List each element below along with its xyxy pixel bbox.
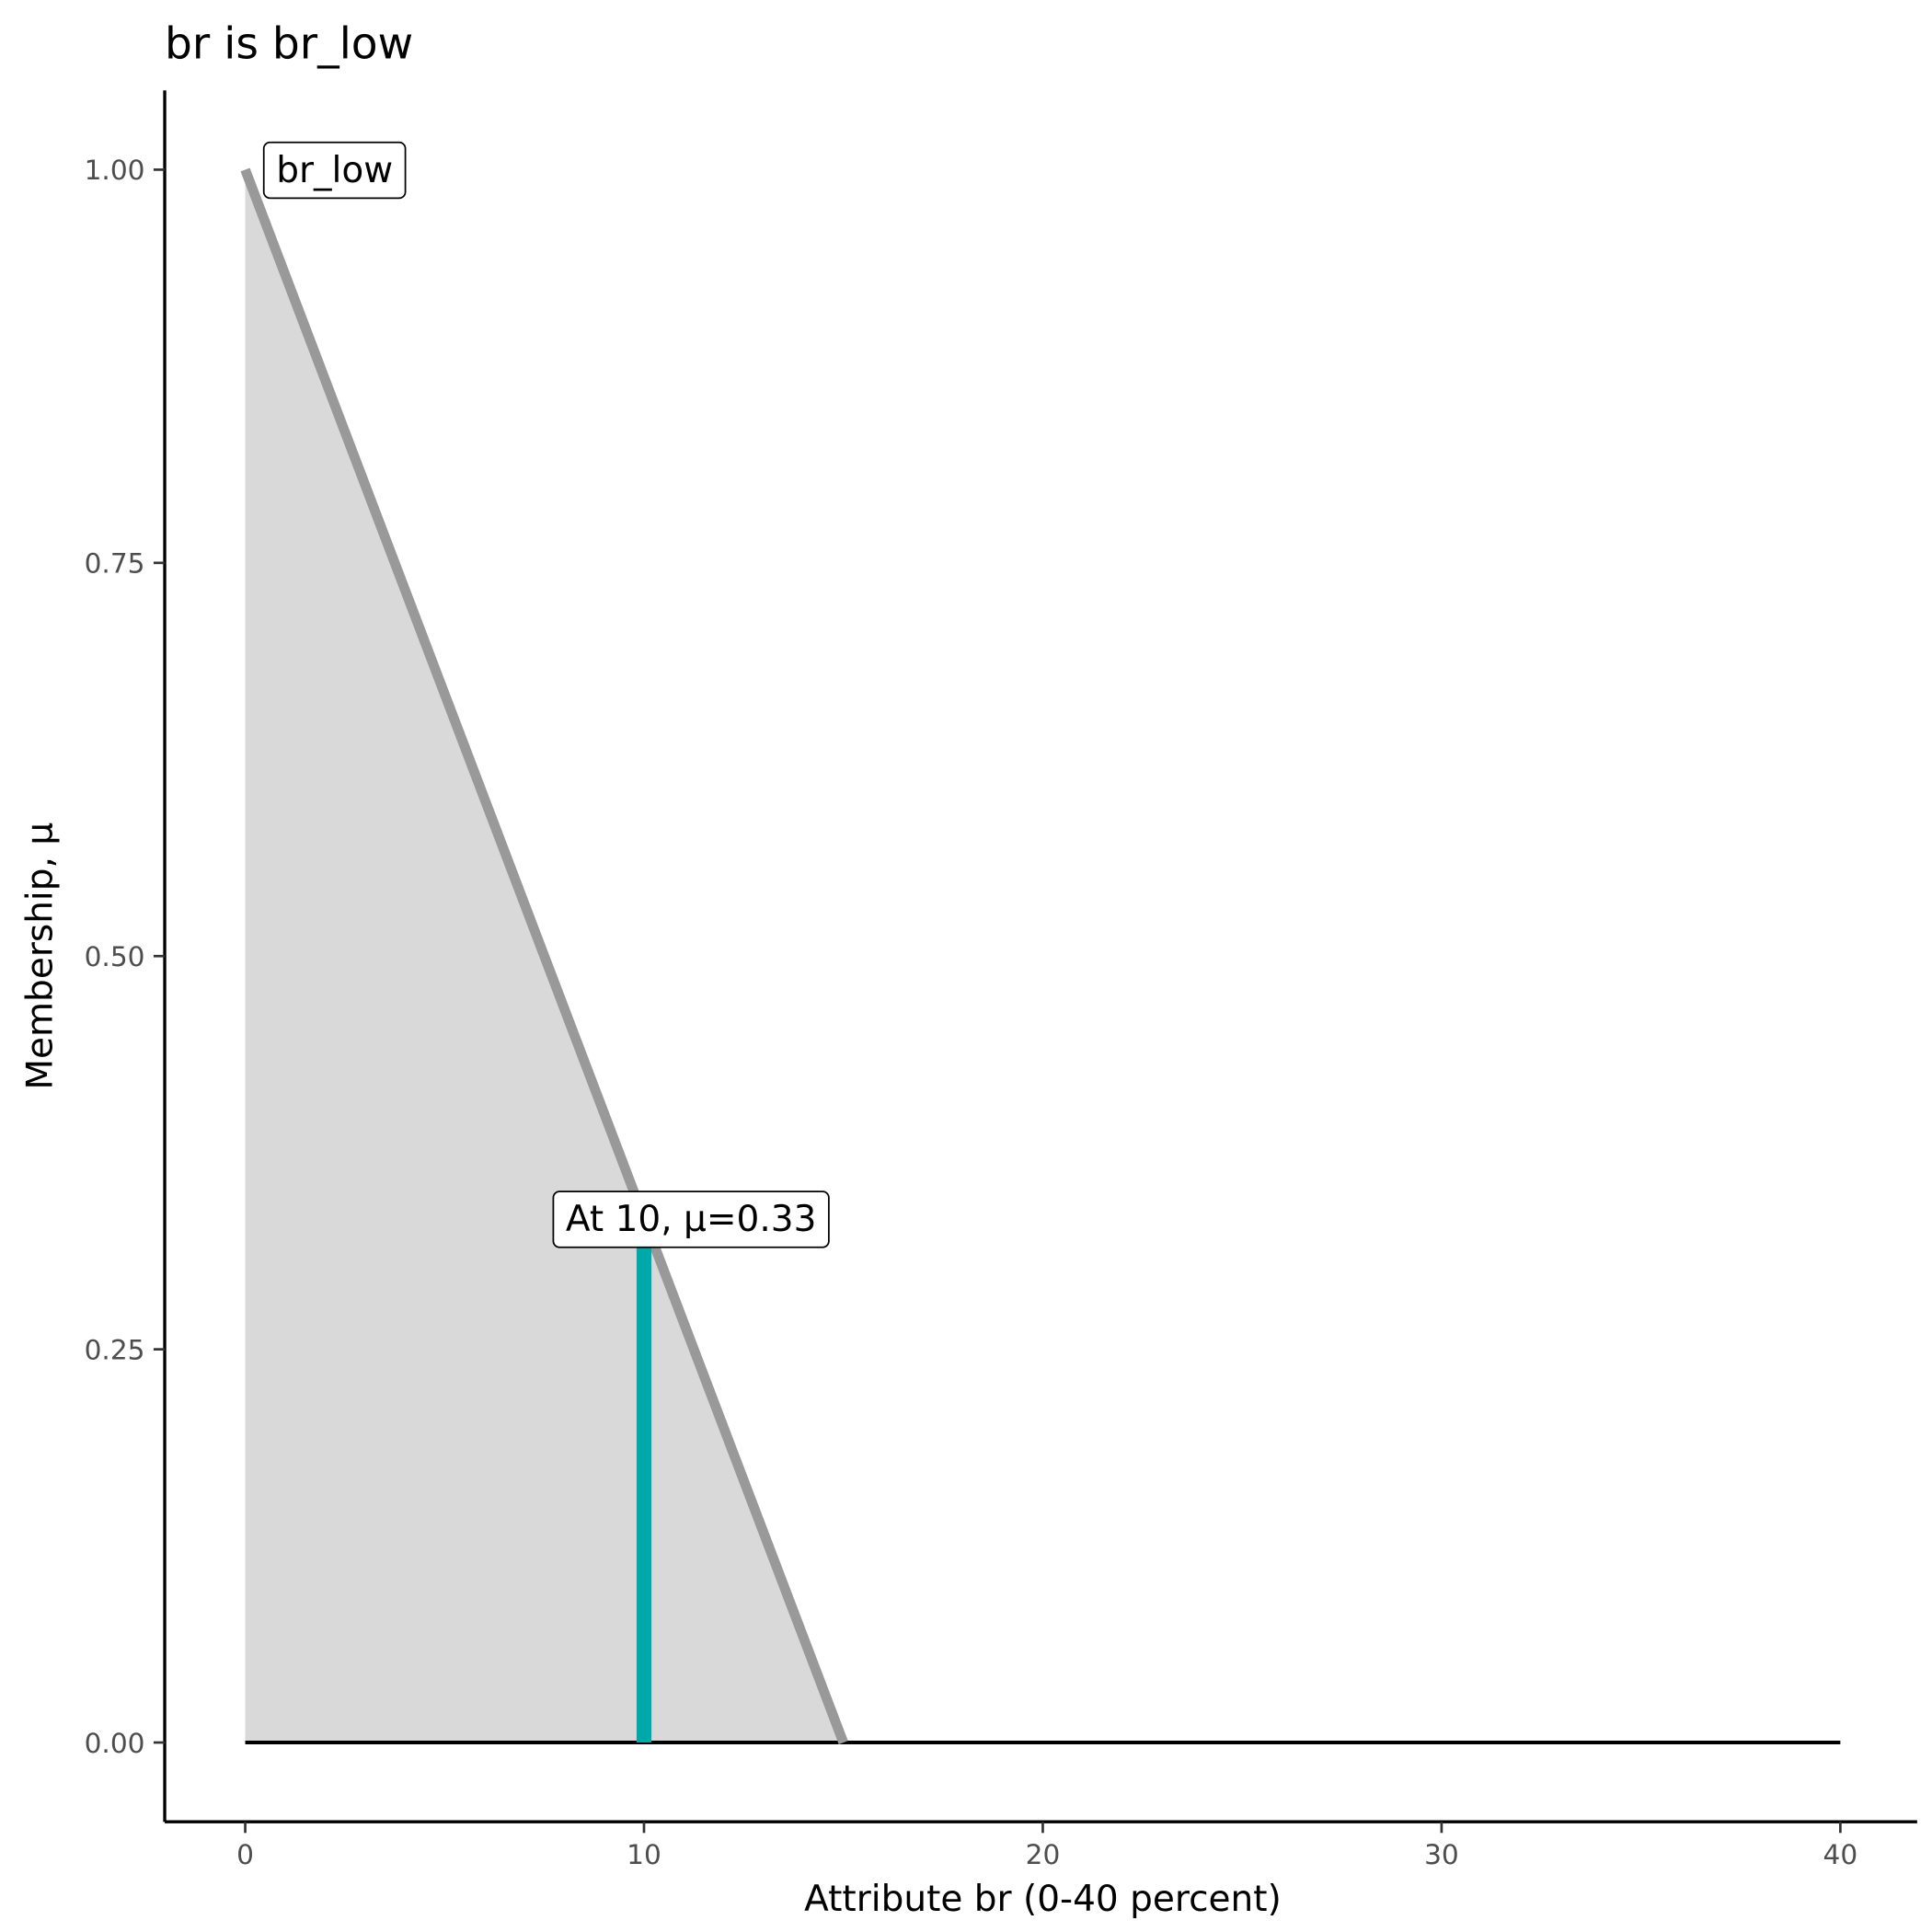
membership-area [245, 169, 1841, 1743]
evaluation-label-text: At 10, μ=0.33 [566, 1199, 817, 1240]
x-tick-label: 40 [1823, 1839, 1858, 1870]
plot-area: br_low At 10, μ=0.33 [240, 141, 1841, 1745]
y-tick-label: 0.25 [85, 1334, 145, 1365]
x-tick-label: 30 [1424, 1839, 1459, 1870]
y-tick-label: 1.00 [85, 155, 145, 186]
membership-label-box [262, 141, 407, 200]
x-tick-label: 0 [236, 1839, 254, 1870]
y-tick-label: 0.75 [85, 548, 145, 580]
membership-line [240, 167, 848, 1744]
membership-label-text: br_low [276, 150, 393, 191]
x-axis-title: Attribute br (0-40 percent) [804, 1879, 1282, 1920]
y-axis-title: Membership, μ [20, 822, 62, 1090]
chart-title: br is br_low [165, 18, 413, 69]
membership-label: br_low [262, 141, 407, 200]
x-tick-label: 10 [627, 1839, 661, 1870]
axes: 0 10 20 30 40 0.00 0.25 0.50 0.75 1.00 [85, 90, 1917, 1870]
y-tick-label: 0.50 [85, 941, 145, 972]
y-tick-label: 0.00 [85, 1728, 145, 1759]
evaluation-label: At 10, μ=0.33 [552, 1190, 830, 1248]
x-tick-label: 20 [1026, 1839, 1061, 1870]
evaluation-label-box [552, 1190, 830, 1248]
